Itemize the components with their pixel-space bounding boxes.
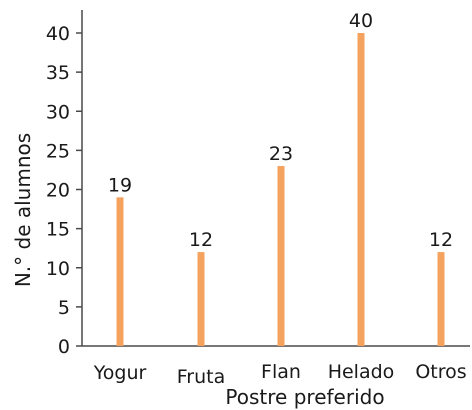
x-tick-label: Otros — [415, 361, 466, 383]
x-axis-title: Postre preferido — [225, 385, 384, 409]
data-label: 23 — [269, 143, 293, 165]
data-label: 19 — [108, 174, 132, 196]
bar — [116, 197, 124, 346]
bars: 19 12 23 40 12 — [108, 10, 453, 346]
x-tick-label: Helado — [328, 361, 395, 383]
data-label: 12 — [189, 229, 213, 251]
x-axis: Yogur Fruta Flan Helado Otros — [82, 345, 470, 388]
x-tick-label: Flan — [261, 361, 301, 383]
y-tick-label: 35 — [46, 62, 70, 84]
x-tick-label: Fruta — [177, 366, 226, 388]
y-tick-label: 25 — [46, 140, 70, 162]
bar — [437, 252, 445, 346]
data-label: 40 — [349, 10, 373, 32]
bar — [197, 252, 205, 346]
y-axis-title: N.° de alumnos — [11, 133, 35, 287]
y-tick-label: 30 — [46, 101, 70, 123]
bar — [357, 33, 365, 346]
y-tick-label: 15 — [46, 219, 70, 241]
data-label: 12 — [429, 229, 453, 251]
bar — [277, 166, 285, 346]
y-axis: 0 5 10 15 20 25 30 35 40 — [46, 10, 83, 358]
y-tick-label: 40 — [46, 23, 70, 45]
y-tick-label: 10 — [46, 258, 70, 280]
y-tick-label: 20 — [46, 180, 70, 202]
y-tick-label: 0 — [58, 336, 70, 358]
x-tick-label: Yogur — [93, 362, 147, 384]
y-tick-label: 5 — [58, 297, 70, 319]
